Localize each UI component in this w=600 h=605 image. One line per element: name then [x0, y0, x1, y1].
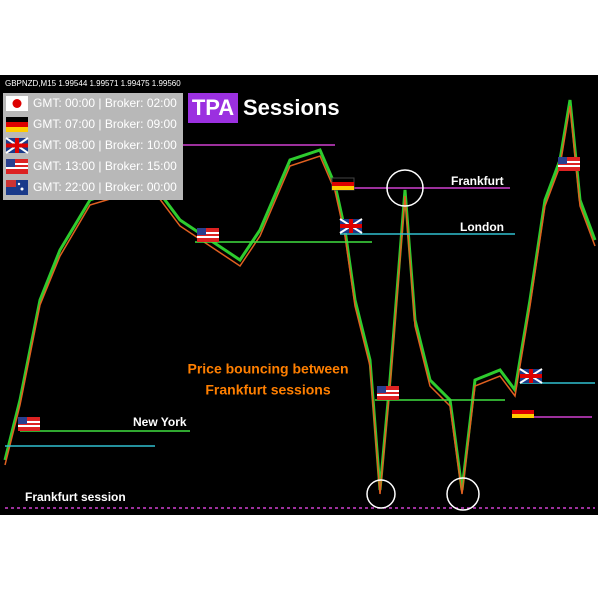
session-label: Frankfurt session — [25, 490, 126, 504]
time-axis: 5 Nov 2019 5 Nov 21:00 6 Nov 05:00 6 Nov 13… — [3, 516, 588, 525]
session-row: GMT: 00:00 | Broker: 02:00 — [33, 96, 177, 110]
time-label: 8 Nov 13:00 — [545, 516, 589, 525]
session-row: GMT: 07:00 | Broker: 09:00 — [33, 117, 177, 131]
time-label: 7 Nov 05:00 — [304, 516, 348, 525]
flags — [18, 157, 580, 431]
session-label: London — [460, 220, 504, 234]
session-label: Frankfurt — [451, 174, 504, 188]
time-label: 6 Nov 13:00 — [184, 516, 228, 525]
title-badge-text: TPA — [192, 95, 234, 120]
time-label: 5 Nov 2019 — [3, 516, 44, 525]
title-badge — [188, 93, 238, 123]
annotation: Frankfurt sessions — [205, 382, 330, 398]
annotation: Price bouncing between — [187, 361, 348, 377]
session-row: GMT: 22:00 | Broker: 00:00 — [33, 180, 177, 194]
symbol-header: GBPNZD,M15 1.99544 1.99571 1.99475 1.995… — [5, 79, 181, 88]
highlight-circle — [446, 477, 480, 511]
time-label: 8 Nov 05:00 — [485, 516, 529, 525]
session-row: GMT: 13:00 | Broker: 15:00 — [33, 159, 177, 173]
sessions-panel — [3, 93, 183, 200]
time-label: 7 Nov 21:00 — [424, 516, 468, 525]
time-label: 6 Nov 05:00 — [123, 516, 167, 525]
title: Sessions — [243, 95, 340, 120]
session-row: GMT: 08:00 | Broker: 10:00 — [33, 138, 177, 152]
time-label: 5 Nov 21:00 — [63, 516, 107, 525]
time-label: 7 Nov 13:00 — [364, 516, 408, 525]
highlight-circle — [366, 479, 396, 509]
highlight-circle — [386, 169, 424, 207]
session-label: New York — [133, 415, 187, 429]
time-label: 6 Nov 21:00 — [244, 516, 288, 525]
